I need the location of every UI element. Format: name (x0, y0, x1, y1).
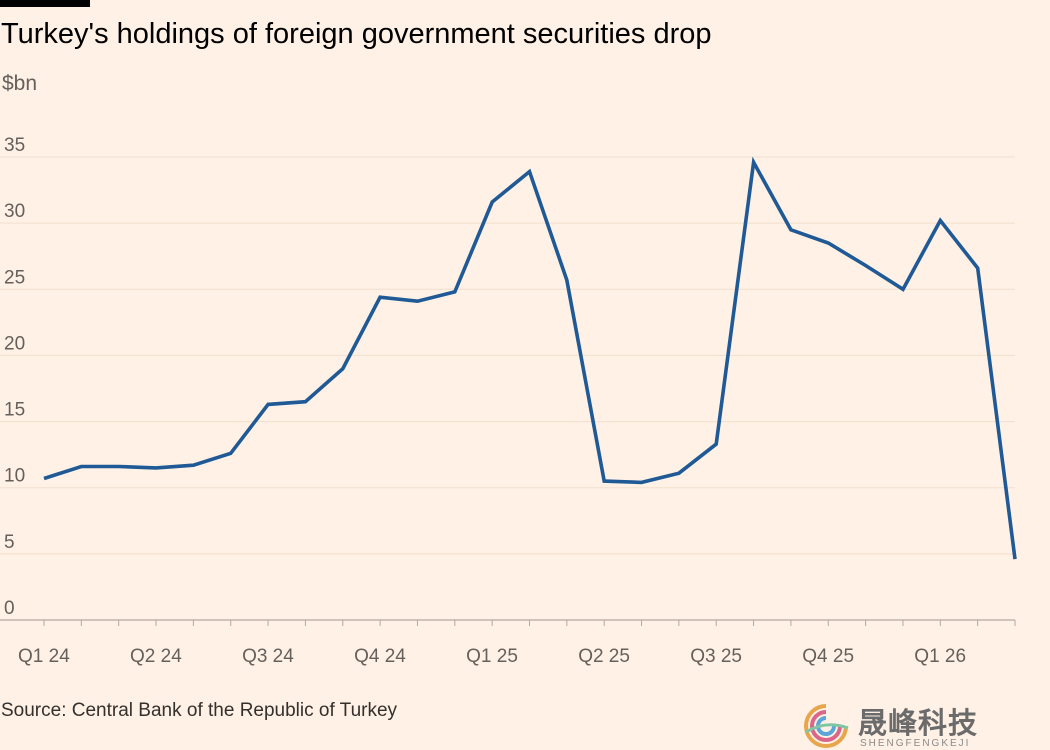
watermark-subtext: SHENGFENGKEJI (860, 738, 971, 749)
y-tick-label: 25 (4, 267, 25, 288)
x-tick-label: Q1 24 (18, 646, 70, 667)
y-tick-label: 0 (4, 598, 15, 619)
y-tick-label: 30 (4, 201, 25, 222)
x-axis-ticks: Q1 24 Q2 24 Q3 24 Q4 24 Q1 25 Q2 25 Q3 25 Q4 25… (18, 620, 1016, 667)
title-accent-bar (0, 0, 90, 7)
source-note: Source: Central Bank of the Republic of … (1, 700, 398, 721)
y-tick-label: 15 (4, 400, 25, 421)
y-tick-label: 35 (4, 135, 25, 156)
x-tick-label: Q4 25 (802, 646, 854, 667)
x-tick-label: Q2 25 (578, 646, 630, 667)
series-line-0 (43, 156, 1017, 560)
series-layer (43, 156, 1017, 560)
x-tick-label: Q3 25 (690, 646, 742, 667)
x-tick-label: Q1 26 (914, 646, 966, 667)
y-tick-label: 10 (4, 466, 25, 487)
line-chart: 0 5 10 15 20 25 30 35 Q1 24 Q2 24 Q3 24 Q4 24 Q1 25… (0, 135, 1017, 667)
watermark: 晟峰科技 SHENGFENGKEJI (800, 700, 1050, 750)
y-tick-label: 5 (4, 532, 15, 553)
x-tick-label: Q3 24 (242, 646, 294, 667)
x-tick-label: Q1 25 (466, 646, 518, 667)
y-tick-label: 20 (4, 333, 25, 354)
x-tick-label: Q2 24 (130, 646, 182, 667)
chart-title: Turkey's holdings of foreign government … (1, 18, 712, 50)
watermark-text: 晟峰科技 (858, 708, 979, 740)
x-tick-label: Q4 24 (354, 646, 406, 667)
gridlines (0, 156, 1015, 621)
watermark-logo-icon (804, 704, 849, 748)
y-axis-unit-label: $bn (2, 72, 38, 95)
y-axis-ticks: 0 5 10 15 20 25 30 35 (4, 135, 25, 619)
